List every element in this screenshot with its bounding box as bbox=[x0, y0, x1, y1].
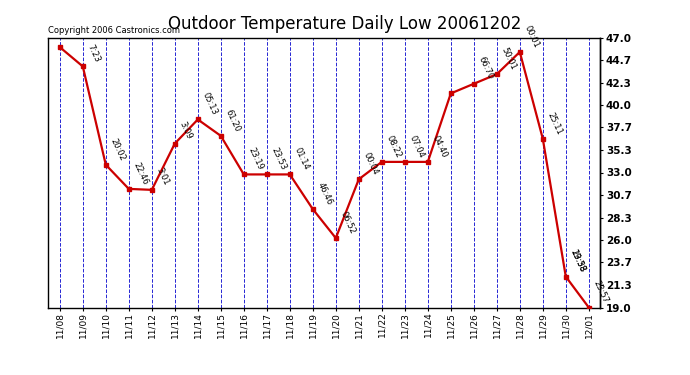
Text: 66:70: 66:70 bbox=[477, 56, 495, 81]
Text: Copyright 2006 Castronics.com: Copyright 2006 Castronics.com bbox=[48, 26, 180, 35]
Text: 3:09: 3:09 bbox=[177, 120, 194, 141]
Text: 00:04: 00:04 bbox=[362, 151, 380, 177]
Text: 46:46: 46:46 bbox=[315, 181, 334, 206]
Text: 19:38: 19:38 bbox=[569, 248, 587, 274]
Text: 3:01: 3:01 bbox=[155, 166, 170, 187]
Text: 06:52: 06:52 bbox=[339, 210, 357, 235]
Text: 00:01: 00:01 bbox=[522, 24, 541, 49]
Text: 08:22: 08:22 bbox=[384, 134, 403, 159]
Text: 25:11: 25:11 bbox=[546, 111, 564, 136]
Text: 23:19: 23:19 bbox=[246, 146, 265, 172]
Text: 23:53: 23:53 bbox=[270, 146, 288, 172]
Text: 22:46: 22:46 bbox=[132, 160, 150, 186]
Text: 05:13: 05:13 bbox=[201, 91, 219, 117]
Text: 7:23: 7:23 bbox=[86, 43, 101, 64]
Text: 20:02: 20:02 bbox=[108, 136, 127, 162]
Text: 50:01: 50:01 bbox=[500, 46, 518, 71]
Text: 07:04: 07:04 bbox=[408, 134, 426, 159]
Text: 23:57: 23:57 bbox=[591, 279, 610, 305]
Text: 04:40: 04:40 bbox=[431, 134, 448, 159]
Text: 01:14: 01:14 bbox=[293, 146, 310, 172]
Text: 61:20: 61:20 bbox=[224, 108, 241, 133]
Text: 23:58: 23:58 bbox=[569, 248, 587, 274]
Text: Outdoor Temperature Daily Low 20061202: Outdoor Temperature Daily Low 20061202 bbox=[168, 15, 522, 33]
